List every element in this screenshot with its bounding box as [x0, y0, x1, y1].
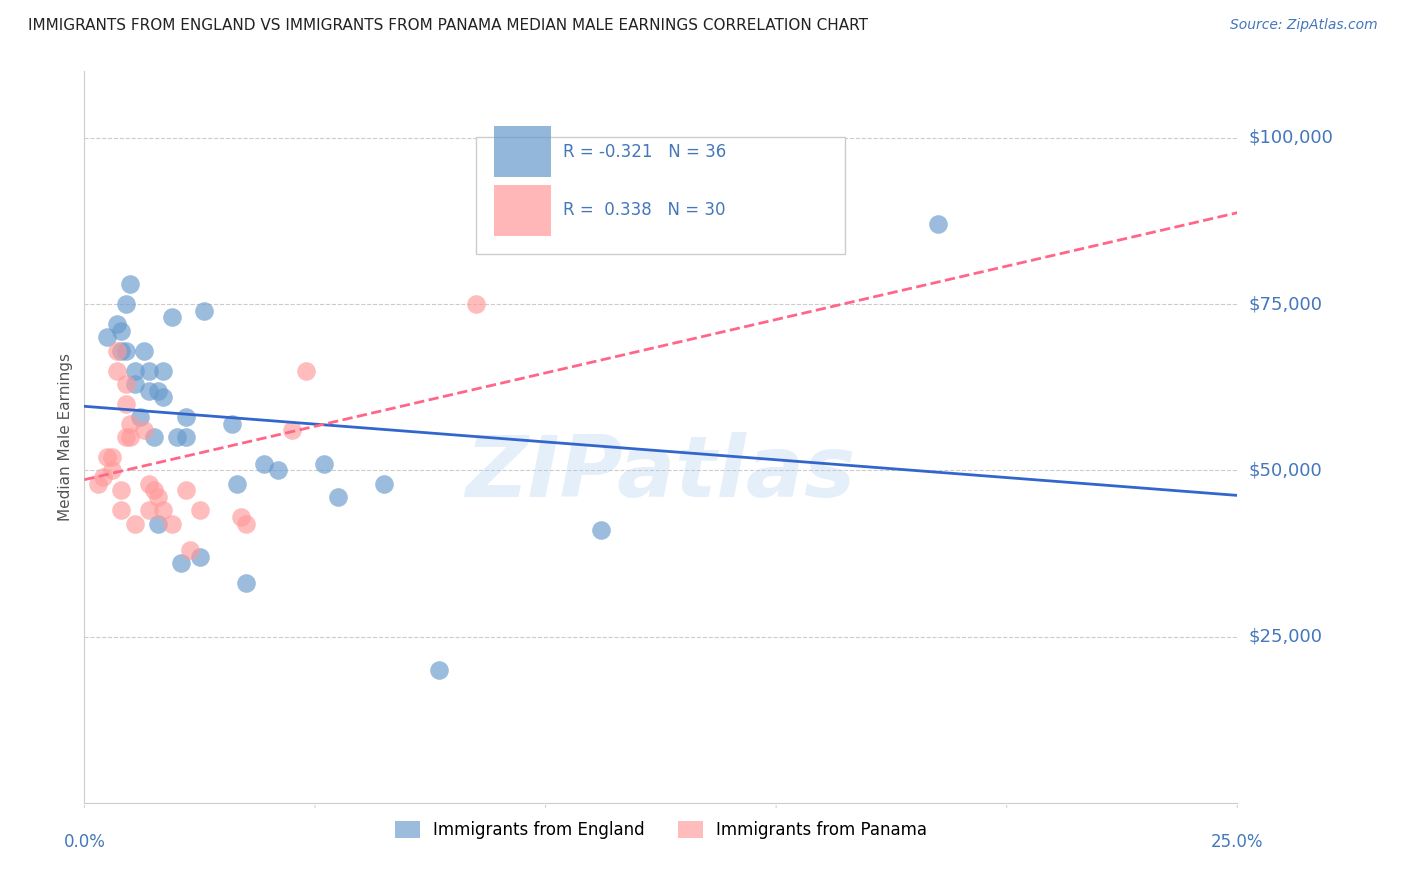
Point [124, 516, 146, 531]
Point [326, 490, 349, 504]
Point [120, 277, 142, 292]
Point [138, 476, 160, 491]
FancyBboxPatch shape [494, 185, 551, 235]
Point [138, 363, 160, 377]
Point [138, 384, 160, 398]
Text: R =  0.338   N = 30: R = 0.338 N = 30 [562, 202, 725, 219]
Text: $100,000: $100,000 [1249, 128, 1333, 147]
Point [429, 663, 451, 677]
Point [166, 430, 188, 444]
Point [235, 516, 257, 531]
FancyBboxPatch shape [494, 127, 551, 178]
Point [105, 343, 128, 358]
Point [105, 317, 128, 331]
Point [138, 503, 160, 517]
Point [174, 483, 197, 498]
Text: 0.0%: 0.0% [63, 833, 105, 851]
Point [120, 430, 142, 444]
Point [267, 463, 290, 477]
Point [110, 343, 132, 358]
FancyBboxPatch shape [477, 137, 845, 254]
Point [589, 523, 612, 537]
Point [231, 509, 253, 524]
Point [253, 457, 276, 471]
Point [96, 330, 118, 344]
Point [146, 490, 169, 504]
Point [115, 376, 138, 391]
Point [221, 417, 243, 431]
Point [235, 576, 257, 591]
Point [465, 297, 488, 311]
Point [160, 310, 183, 325]
Y-axis label: Median Male Earnings: Median Male Earnings [58, 353, 73, 521]
Point [927, 217, 949, 231]
Point [193, 303, 215, 318]
Text: ZIPatlas: ZIPatlas [465, 432, 856, 516]
Point [146, 516, 169, 531]
Point [87, 476, 110, 491]
Text: Source: ZipAtlas.com: Source: ZipAtlas.com [1230, 18, 1378, 32]
Point [110, 483, 132, 498]
Point [225, 476, 247, 491]
Point [124, 376, 146, 391]
Point [105, 363, 128, 377]
Text: IMMIGRANTS FROM ENGLAND VS IMMIGRANTS FROM PANAMA MEDIAN MALE EARNINGS CORRELATI: IMMIGRANTS FROM ENGLAND VS IMMIGRANTS FR… [28, 18, 868, 33]
Point [91, 470, 114, 484]
Text: 25.0%: 25.0% [1211, 833, 1264, 851]
Text: R = -0.321   N = 36: R = -0.321 N = 36 [562, 143, 725, 161]
Point [142, 430, 165, 444]
Point [115, 343, 138, 358]
Text: $25,000: $25,000 [1249, 628, 1323, 646]
Point [188, 549, 211, 564]
Point [142, 483, 165, 498]
Point [152, 363, 174, 377]
Legend: Immigrants from England, Immigrants from Panama: Immigrants from England, Immigrants from… [388, 814, 934, 846]
Point [179, 543, 201, 558]
Point [110, 324, 132, 338]
Point [128, 410, 150, 425]
Point [174, 430, 197, 444]
Point [115, 397, 138, 411]
Point [115, 430, 138, 444]
Point [152, 390, 174, 404]
Point [101, 463, 124, 477]
Point [152, 503, 174, 517]
Point [314, 457, 336, 471]
Point [188, 503, 211, 517]
Text: $75,000: $75,000 [1249, 295, 1323, 313]
Point [294, 363, 316, 377]
Point [96, 450, 118, 464]
Point [174, 410, 197, 425]
Point [373, 476, 395, 491]
Point [124, 363, 146, 377]
Point [170, 557, 193, 571]
Point [110, 503, 132, 517]
Point [160, 516, 183, 531]
Point [146, 384, 169, 398]
Point [134, 343, 156, 358]
Point [101, 450, 124, 464]
Point [115, 297, 138, 311]
Point [134, 424, 156, 438]
Point [281, 424, 304, 438]
Point [120, 417, 142, 431]
Text: $50,000: $50,000 [1249, 461, 1322, 479]
